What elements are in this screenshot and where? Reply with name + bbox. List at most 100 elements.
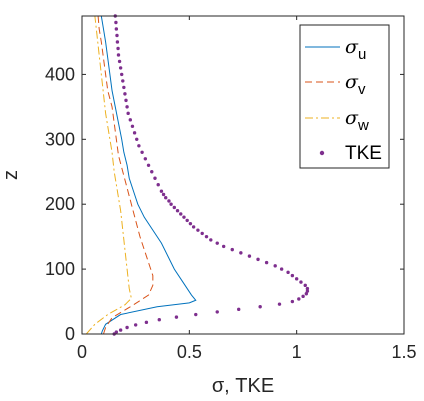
tke-point <box>299 280 303 284</box>
tke-point <box>247 254 252 258</box>
tke-point <box>146 163 151 167</box>
tke-point <box>194 312 198 317</box>
tke-point <box>130 124 135 129</box>
tke-point <box>188 221 193 226</box>
tke-point <box>230 247 234 252</box>
tke-point <box>258 305 262 309</box>
legend-label: σv <box>345 71 366 98</box>
tke-point <box>237 307 241 312</box>
tke-point <box>305 289 310 293</box>
series-layer <box>85 14 310 336</box>
tke-point <box>115 33 119 38</box>
legend-entry: TKE <box>319 143 382 164</box>
tke-point <box>273 264 277 268</box>
legend-label: σw <box>345 107 369 134</box>
tke-point <box>290 273 295 278</box>
tke-point <box>164 196 168 200</box>
tke-point <box>115 40 120 44</box>
tke-point <box>179 212 183 216</box>
tke-point <box>290 299 295 304</box>
tke-point <box>182 215 186 219</box>
tke-point <box>297 297 301 301</box>
tke-point <box>286 270 290 275</box>
tke-point <box>215 310 219 314</box>
tke-point <box>123 92 127 96</box>
tke-point <box>264 260 269 265</box>
tke-point <box>157 318 161 322</box>
tke-point <box>121 79 125 83</box>
tke-point <box>239 251 243 255</box>
tke-point <box>256 257 260 262</box>
tke-point <box>191 225 196 229</box>
x-tick-label: 1 <box>292 342 302 362</box>
tke-point <box>156 183 160 187</box>
tke-point <box>117 59 122 64</box>
x-tick-label: 1.5 <box>391 342 416 362</box>
tke-point <box>118 66 123 70</box>
legend-label: TKE <box>345 143 382 164</box>
tke-point <box>153 176 157 180</box>
y-tick-label: 200 <box>45 194 75 214</box>
tke-point <box>185 218 189 223</box>
legend-box <box>299 24 390 169</box>
ticks-layer: 0 0.5 1 1.5 0 100 200 300 400 <box>45 16 417 362</box>
y-tick-label: 400 <box>45 64 75 84</box>
tke-point <box>303 283 307 288</box>
tke-point <box>279 267 284 271</box>
tke-point <box>135 137 139 142</box>
y-tick-label: 100 <box>45 259 75 279</box>
tke-point <box>120 72 124 77</box>
legend: σu σv σw TKE <box>299 24 390 169</box>
tke-point <box>204 234 209 239</box>
tke-point <box>143 157 148 161</box>
legend-entry: σv <box>305 71 366 98</box>
tke-point <box>161 192 166 197</box>
tke-point <box>122 85 126 90</box>
tke-point <box>114 330 119 334</box>
series-line-u <box>100 15 197 335</box>
tke-point <box>167 199 171 203</box>
tke-point <box>150 170 154 174</box>
x-axis-label: σ, TKE <box>212 375 274 397</box>
tke-point <box>215 241 219 245</box>
tke-point <box>175 208 180 213</box>
tke-point <box>132 131 137 135</box>
tke-point <box>301 294 305 299</box>
legend-swatch-tke <box>319 150 325 156</box>
tke-point <box>305 286 310 291</box>
tke-point <box>277 302 282 306</box>
tke-point <box>114 27 119 31</box>
tke-point <box>116 46 120 51</box>
tke-point <box>196 228 200 232</box>
tke-point <box>172 205 177 210</box>
tke-point <box>221 244 226 249</box>
tke-point <box>200 231 204 236</box>
tke-point <box>169 202 173 206</box>
y-axis-label: z <box>0 170 22 180</box>
legend-entry: σw <box>305 107 369 134</box>
tke-point <box>133 323 138 327</box>
x-tick-label: 0 <box>77 342 87 362</box>
plot-frame <box>81 15 405 335</box>
tke-point <box>116 53 121 57</box>
legend-items: σu σv σw TKE <box>305 36 382 164</box>
legend-label: σu <box>345 36 366 63</box>
tke-point <box>137 144 141 148</box>
series-line-w <box>85 15 132 335</box>
tke-point <box>128 118 132 122</box>
series-line-v <box>97 15 154 335</box>
tke-point <box>140 150 144 154</box>
tke-point <box>125 105 129 109</box>
tke-point <box>209 238 213 242</box>
tke-point <box>126 111 130 116</box>
tke-point <box>174 315 179 319</box>
tke-point <box>144 320 149 325</box>
y-tick-label: 0 <box>65 324 75 344</box>
legend-entry: σu <box>305 36 366 63</box>
tke-point <box>304 292 309 296</box>
x-tick-label: 0.5 <box>177 342 202 362</box>
tke-point <box>118 328 123 332</box>
tke-point <box>125 325 129 330</box>
tke-point <box>294 277 299 281</box>
